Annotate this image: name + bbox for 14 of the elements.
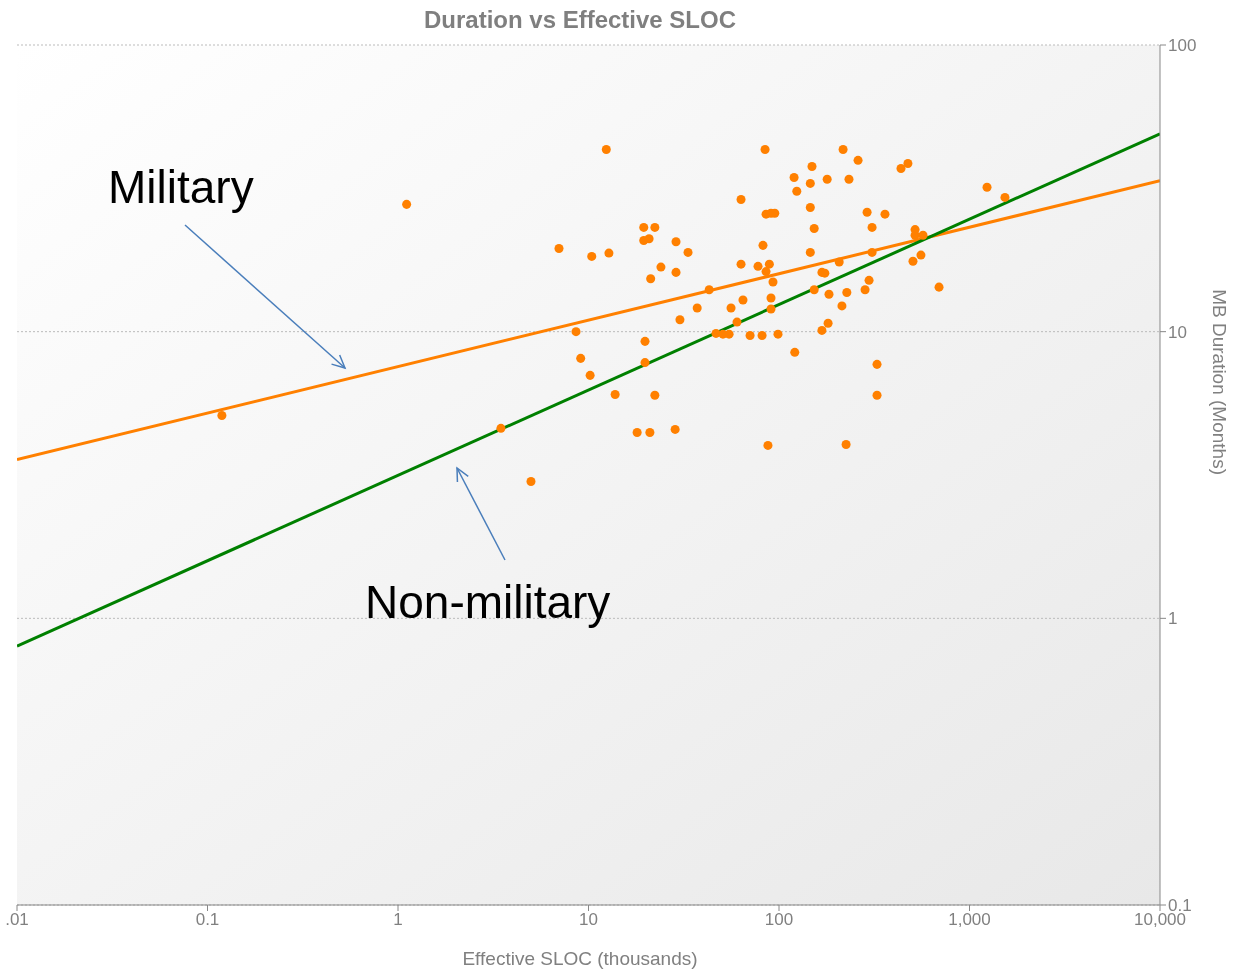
y-tick-label: 10 [1168, 322, 1187, 342]
y-tick-label: 1 [1168, 609, 1178, 629]
x-axis-title: Effective SLOC (thousands) [461, 948, 699, 970]
annotation: Non-military [365, 575, 611, 629]
chart-title: Duration vs Effective SLOC [422, 6, 738, 34]
x-tick-label: .01 [5, 910, 29, 930]
x-tick-label: 100 [764, 910, 794, 930]
y-tick-label: 100 [1168, 36, 1197, 56]
x-tick-label: 1,000 [948, 910, 991, 930]
y-axis-title: MB Duration (Months) [1209, 289, 1231, 475]
x-tick-label: 0.1 [195, 910, 220, 930]
x-tick-label: 1 [393, 910, 403, 930]
x-tick-label: 10 [579, 910, 598, 930]
annotation: Military [108, 160, 254, 214]
